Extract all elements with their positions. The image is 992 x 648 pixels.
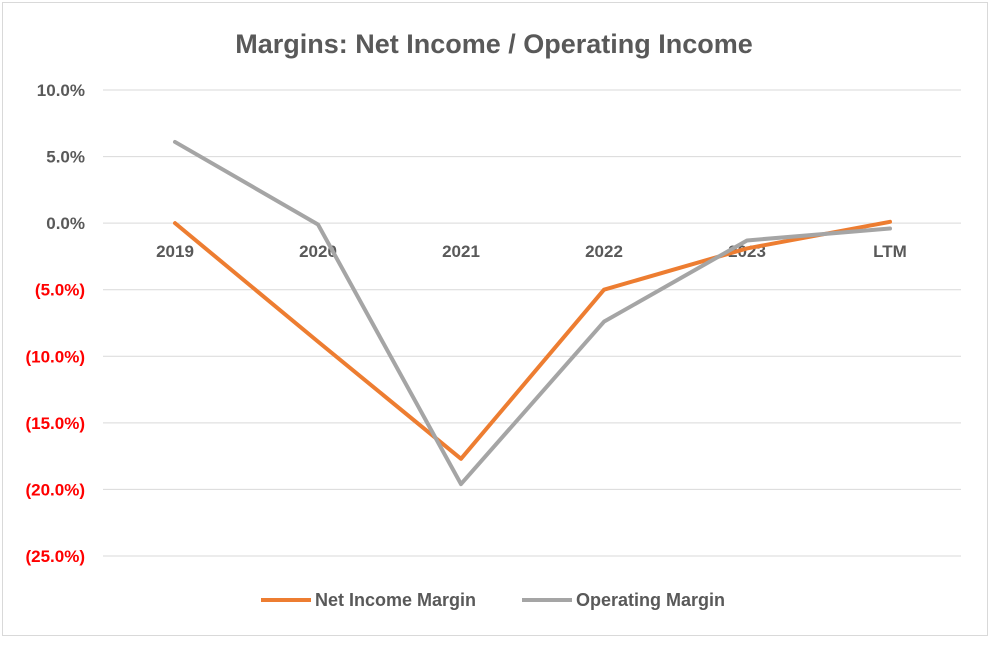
y-tick-label: (20.0%) <box>25 480 85 499</box>
y-tick-label: (10.0%) <box>25 347 85 366</box>
x-tick-label: LTM <box>873 242 907 261</box>
y-tick-label: 0.0% <box>46 214 85 233</box>
chart-frame: Margins: Net Income / Operating Income 1… <box>2 2 988 636</box>
x-tick-label: 2019 <box>156 242 194 261</box>
chart-title: Margins: Net Income / Operating Income <box>235 29 753 59</box>
y-tick-label: 5.0% <box>46 148 85 167</box>
legend-label: Operating Margin <box>576 590 725 610</box>
x-tick-label: 2022 <box>585 242 623 261</box>
y-tick-label: (25.0%) <box>25 547 85 566</box>
x-tick-label: 2021 <box>442 242 480 261</box>
series-lines <box>173 139 892 487</box>
legend: Net Income Margin Operating Margin <box>261 590 725 610</box>
y-tick-label: (15.0%) <box>25 414 85 433</box>
y-tick-label: (5.0%) <box>35 281 85 300</box>
gridlines <box>103 89 961 557</box>
y-tick-label: 10.0% <box>37 81 85 100</box>
legend-label: Net Income Margin <box>315 590 476 610</box>
y-axis-tick-labels: 10.0% 5.0% 0.0% (5.0%) (10.0%) (15.0%) (20.0%)… <box>25 81 85 566</box>
series-line-operating-margin <box>173 139 892 487</box>
series-line-net-income-margin <box>173 219 892 461</box>
x-tick-label: 2020 <box>299 242 337 261</box>
line-chart: Margins: Net Income / Operating Income 1… <box>25 29 961 610</box>
x-axis-tick-labels: 2019 2020 2021 2022 2023 LTM <box>156 242 907 261</box>
